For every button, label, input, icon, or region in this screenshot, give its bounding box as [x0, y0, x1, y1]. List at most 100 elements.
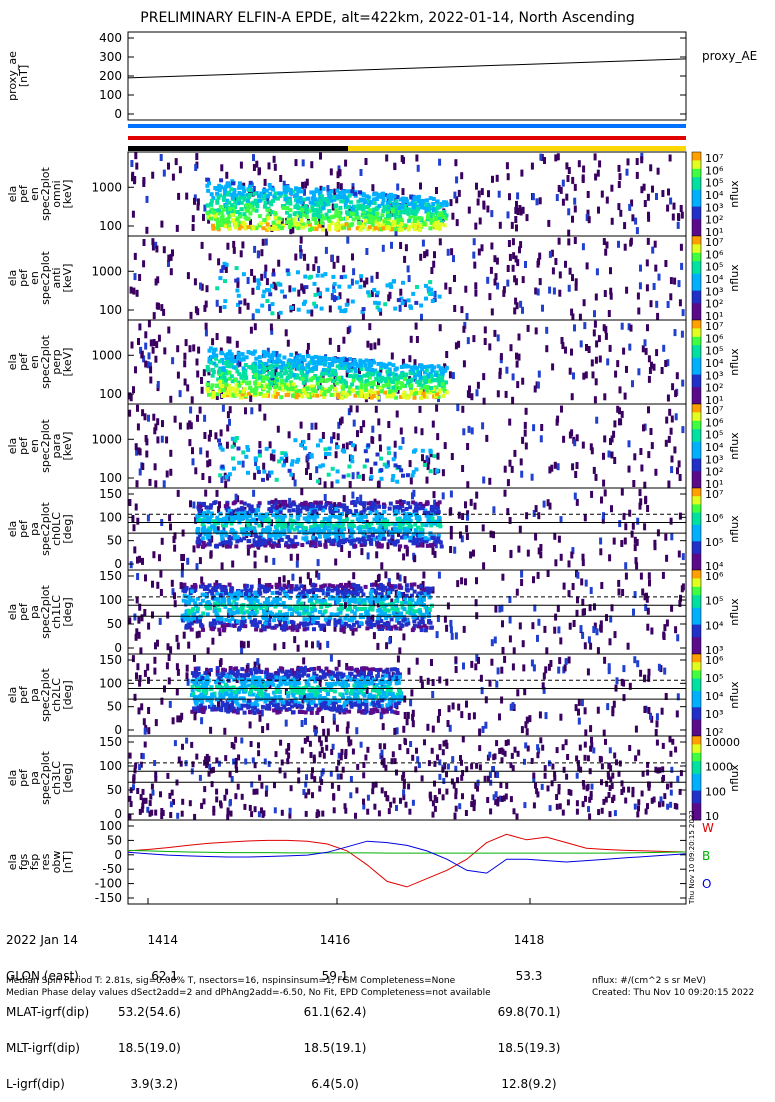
- spectrogram-cell: [458, 512, 461, 519]
- spectrogram-cell: [524, 422, 527, 429]
- colorbar-label: 10⁷: [705, 236, 723, 249]
- spectrogram-cell: [627, 643, 630, 650]
- spectrogram-cell: [237, 197, 241, 201]
- spectrogram-cell: [192, 458, 195, 465]
- spectrogram-cell: [395, 480, 399, 484]
- spectrogram-cell: [491, 176, 494, 183]
- spectrogram-cell: [283, 575, 286, 582]
- spectrogram-cell: [273, 156, 276, 163]
- spectrogram-cell: [341, 387, 345, 391]
- spectrogram-cell: [512, 238, 515, 245]
- spectrogram-cell: [253, 473, 256, 480]
- plot-area: proxy_ae[nT]4003002001000elapefenspec2pl…: [0, 0, 775, 1000]
- spectrogram-cell: [284, 378, 288, 382]
- spectrogram-cell: [221, 465, 225, 469]
- spectrogram-cell: [206, 211, 210, 215]
- spectrogram-cell: [325, 213, 329, 217]
- spectrogram-cell: [613, 420, 616, 427]
- spectrogram-cell: [430, 626, 434, 630]
- spectrogram-cell: [403, 211, 407, 215]
- spectrogram-cell: [316, 274, 320, 278]
- spectrogram-cell: [590, 443, 593, 450]
- spectrogram-cell: [230, 357, 234, 361]
- spectrogram-cell: [430, 267, 433, 274]
- spectrogram-cell: [322, 206, 326, 210]
- spectrogram-cell: [300, 488, 303, 495]
- spectrogram-cell: [676, 634, 679, 641]
- spectrogram-cell: [342, 450, 346, 454]
- spectrogram-cell: [279, 374, 283, 378]
- spectrogram-cell: [604, 489, 607, 496]
- spectrogram-cell: [595, 294, 598, 301]
- spectrogram-cell: [375, 551, 378, 558]
- spectrogram-cell: [391, 535, 395, 539]
- spectrogram-cell: [368, 225, 372, 229]
- spectrogram-cell: [424, 203, 428, 207]
- spectrogram-cell: [263, 354, 267, 358]
- spectrogram-cell: [218, 501, 221, 508]
- spectrogram-cell: [176, 635, 179, 642]
- spectrogram-cell: [464, 286, 467, 293]
- spectrogram-cell: [493, 330, 496, 337]
- spectrogram-cell: [469, 551, 472, 558]
- spectrogram-cell: [438, 295, 442, 299]
- spectrogram-cell: [506, 280, 509, 287]
- spectrogram-cell: [242, 512, 246, 516]
- spectrogram-cell: [621, 489, 624, 496]
- spectrogram-cell: [350, 532, 354, 536]
- spectrogram-cell: [341, 379, 345, 383]
- spectrogram-cell: [293, 212, 297, 216]
- spectrogram-cell: [629, 240, 632, 247]
- spectrogram-cell: [226, 243, 229, 250]
- spectrogram-cell: [291, 574, 294, 581]
- spectrogram-cell: [200, 377, 203, 384]
- spectrogram-cell: [422, 240, 425, 247]
- spectrogram-cell: [618, 589, 621, 596]
- spectrogram-cell: [509, 635, 512, 642]
- spectrogram-cell: [377, 301, 381, 305]
- spectrogram-cell: [444, 442, 447, 449]
- spectrogram-cell: [237, 355, 241, 359]
- spectrogram-cell: [436, 502, 440, 506]
- spectrogram-cell: [167, 327, 170, 334]
- colorbar-unit: nflux: [728, 180, 741, 208]
- spectrogram-cell: [534, 386, 537, 393]
- spectrogram-cell: [442, 492, 445, 499]
- spectrogram-cell: [435, 187, 438, 194]
- spectrogram-cell: [383, 302, 387, 306]
- spectrogram-cell: [378, 308, 382, 312]
- spectrogram-cell: [460, 306, 463, 313]
- spectrogram-cell: [406, 381, 410, 385]
- spectrogram-cell: [388, 539, 392, 543]
- spectrogram-cell: [565, 194, 568, 201]
- spectrogram-cell: [310, 161, 313, 168]
- spectrogram-cell: [280, 451, 284, 455]
- spectrogram-cell: [470, 393, 473, 400]
- spectrogram-cell: [154, 642, 157, 649]
- spectrogram-cell: [430, 365, 434, 369]
- spectrogram-cell: [201, 387, 204, 394]
- spectrogram-cell: [289, 353, 293, 357]
- y-tick-label: 100: [99, 471, 122, 485]
- spectrogram-cell: [194, 164, 197, 171]
- spectrogram-cell: [226, 442, 229, 449]
- spectrogram-cell: [138, 632, 141, 639]
- spectrogram-cell: [197, 347, 200, 354]
- spectrogram-cell: [431, 543, 435, 547]
- spectrogram-cell: [639, 282, 642, 289]
- spectrogram-cell: [247, 195, 251, 199]
- spectrogram-cell: [172, 174, 175, 181]
- spectrogram-cell: [498, 372, 501, 379]
- spectrogram-cell: [317, 573, 320, 580]
- spectrogram-cell: [598, 335, 601, 342]
- spectrogram-cell: [265, 189, 269, 193]
- spectrogram-cell: [358, 529, 362, 533]
- spectrogram-cell: [671, 456, 674, 463]
- spectrogram-cell: [625, 287, 628, 294]
- spectrogram-cell: [280, 366, 284, 370]
- spectrogram-cell: [400, 428, 403, 435]
- spectrogram-cell: [420, 523, 424, 527]
- spectrogram-cell: [262, 218, 266, 222]
- spectrogram-cell: [553, 288, 556, 295]
- spectrogram-cell: [628, 440, 631, 447]
